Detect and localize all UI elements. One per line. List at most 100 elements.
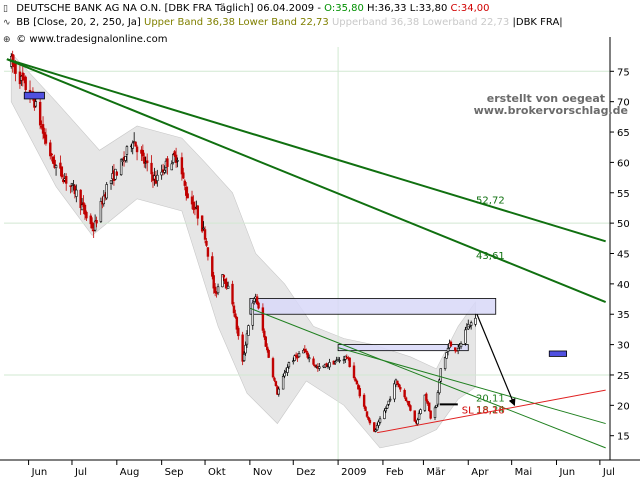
x-tick-label: Jun: [31, 467, 48, 478]
trend-label: 20,11: [476, 394, 505, 405]
candle-body: [59, 162, 62, 169]
y-tick-label: 25: [617, 371, 630, 382]
resistance-zones: [249, 298, 497, 352]
candle-body: [60, 166, 64, 178]
candle-body: [338, 359, 341, 362]
candle-body: [396, 380, 399, 385]
y-tick-label: 40: [617, 280, 630, 291]
candle-body: [102, 195, 105, 205]
candle-chart-icon: ▯: [3, 4, 8, 14]
candle-body: [69, 185, 72, 187]
candle-body: [469, 322, 473, 326]
y-tick-label: 15: [617, 432, 630, 443]
candle-body: [11, 54, 14, 65]
candle-body: [306, 352, 309, 358]
candle-body: [232, 305, 236, 314]
candle-body: [352, 365, 356, 379]
y-tick-label: 75: [617, 67, 630, 78]
candle-body: [180, 157, 184, 175]
candle-body: [121, 160, 124, 163]
trend-label: 18,24: [476, 405, 505, 416]
candle-body: [378, 418, 382, 423]
open-value: O:35,80: [324, 3, 364, 14]
x-axis: Jun Jul Aug Sep Okt Nov Dez 2009 Feb Mär Apr Mai Jun…: [0, 459, 640, 478]
candle-body: [409, 405, 412, 411]
candle-body: [221, 274, 224, 288]
candle-body: [44, 134, 48, 144]
candle-body: [413, 410, 416, 422]
bollinger-band: [10, 52, 476, 449]
candle-body: [368, 419, 372, 424]
trend-label: 18,18: [476, 405, 505, 416]
candle-body: [124, 156, 127, 161]
candle-body: [404, 397, 408, 402]
candle-body: [115, 171, 119, 176]
candle-body: [234, 313, 237, 318]
candle-body: [143, 156, 146, 164]
candle-body: [459, 343, 463, 348]
candle-body: [83, 204, 87, 215]
candle-body: [355, 380, 359, 385]
y-tick-label: 35: [617, 310, 630, 321]
candle-body: [141, 150, 145, 157]
high-value: H:36,33: [367, 3, 407, 14]
candle-body: [264, 336, 267, 347]
candle-body: [105, 184, 108, 199]
candle-body: [318, 366, 321, 369]
candle-body: [235, 317, 239, 330]
candle-body: [216, 286, 220, 294]
x-tick-label: Apr: [471, 467, 489, 478]
stop-loss-label: SL: [462, 405, 474, 416]
candle-body: [125, 146, 129, 155]
candle-body: [41, 124, 45, 134]
candle-body: [325, 363, 328, 367]
candle-body: [79, 189, 82, 209]
candle-body: [134, 141, 137, 147]
y-tick-label: 60: [617, 158, 630, 169]
candle-body: [70, 182, 74, 186]
y-tick-label: 20: [617, 401, 630, 412]
candle-body: [429, 410, 432, 419]
candle-body: [287, 362, 291, 368]
x-tick-label: Aug: [120, 467, 140, 478]
y-tick-label: 55: [617, 189, 630, 200]
trend-line: [6, 58, 607, 304]
candle-body: [202, 227, 205, 230]
candle-body: [417, 412, 421, 420]
candle-body: [200, 215, 204, 232]
candle-body: [186, 193, 189, 199]
candle-body: [38, 101, 42, 126]
candle-body: [313, 364, 317, 367]
band-area: [10, 52, 476, 449]
candle-body: [190, 196, 194, 205]
source-credit: ⊕ © www.tradesignalonline.com: [3, 34, 168, 45]
candle-body: [257, 302, 260, 309]
trend-line: [6, 58, 606, 243]
y-tick-label: 65: [617, 128, 630, 139]
candle-body: [193, 207, 197, 210]
x-tick-label: Okt: [208, 467, 226, 478]
candle-body: [297, 353, 301, 358]
low-value: L:33,80: [409, 3, 448, 14]
candle-body: [242, 353, 246, 361]
candle-body: [446, 348, 450, 352]
candle-body: [172, 154, 175, 163]
candle-body: [436, 392, 440, 405]
candle-body: [206, 247, 210, 257]
candle-body: [384, 408, 388, 412]
candle-body: [474, 317, 477, 325]
candle-body: [328, 362, 331, 368]
candle-body: [131, 142, 134, 149]
candle-body: [170, 163, 173, 171]
candle-body: [286, 367, 289, 373]
candle-body: [173, 151, 176, 157]
candle-body: [443, 357, 447, 369]
candle-body: [367, 416, 370, 420]
candle-body: [80, 204, 84, 211]
candle-body: [292, 360, 295, 363]
candle-body: [419, 409, 422, 415]
candle-body: [364, 406, 367, 412]
signal-marker: [548, 350, 568, 357]
